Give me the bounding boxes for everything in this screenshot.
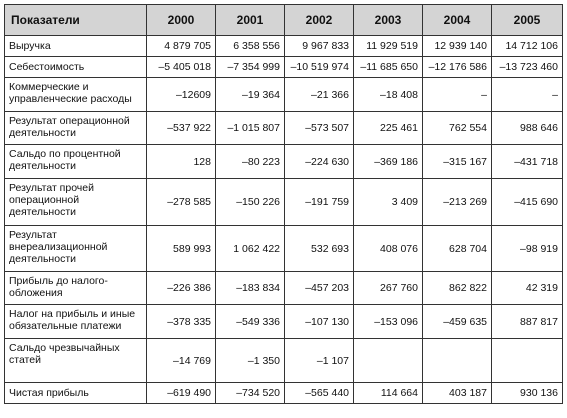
cell-value: –619 490 xyxy=(146,382,216,404)
row-label: Результат прочей операционной деятельнос… xyxy=(4,178,147,226)
cell-value: –224 630 xyxy=(284,144,354,179)
cell-value: –5 405 018 xyxy=(146,56,216,78)
cell-value: 114 664 xyxy=(353,382,423,404)
table-row: Результат внереализационной деятельности… xyxy=(4,225,563,272)
table-row: Выручка 4 879 705 6 358 556 9 967 833 11 929… xyxy=(4,35,563,57)
cell-value: –537 922 xyxy=(146,111,216,145)
cell-value: – xyxy=(422,77,492,112)
table-row: Сальдо чрезвычайных статей –14 769 –1 350–… xyxy=(4,338,563,383)
row-label: Результат внереализационной деятельности xyxy=(4,225,147,272)
cell-value: –549 336 xyxy=(215,304,285,339)
cell-value: 14 712 106 xyxy=(491,35,563,57)
cell-value: – xyxy=(491,77,563,112)
row-label: Результат операционной деятельности xyxy=(4,111,147,145)
cell-value: 408 076 xyxy=(353,225,423,272)
row-label: Выручка xyxy=(4,35,147,57)
cell-value: 3 409 xyxy=(353,178,423,226)
cell-value: –565 440 xyxy=(284,382,354,404)
cell-value: 128 xyxy=(146,144,216,179)
cell-value: 12 939 140 xyxy=(422,35,492,57)
cell-value: –13 723 460 xyxy=(491,56,563,78)
cell-value: –107 130 xyxy=(284,304,354,339)
cell-value: 267 760 xyxy=(353,271,423,305)
cell-value: –150 226 xyxy=(215,178,285,226)
cell-value: –278 585 xyxy=(146,178,216,226)
cell-value: –315 167 xyxy=(422,144,492,179)
row-label: Себестоимость xyxy=(4,56,147,78)
cell-value: 887 817 xyxy=(491,304,563,339)
cell-value: –153 096 xyxy=(353,304,423,339)
cell-value: –213 269 xyxy=(422,178,492,226)
header-cell: 2004 xyxy=(422,4,492,36)
table-row: Результат прочей операционной деятельнос… xyxy=(4,178,563,226)
cell-value: –19 364 xyxy=(215,77,285,112)
cell-value: –98 919 xyxy=(491,225,563,272)
cell-value: 862 822 xyxy=(422,271,492,305)
cell-value: 4 879 705 xyxy=(146,35,216,57)
row-label: Сальдо по процентной деятельности xyxy=(4,144,147,179)
cell-value: 532 693 xyxy=(284,225,354,272)
header-cell: Показатели xyxy=(4,4,147,36)
cell-value: –369 186 xyxy=(353,144,423,179)
cell-value: –18 408 xyxy=(353,77,423,112)
cell-value: –183 834 xyxy=(215,271,285,305)
cell-value: –431 718 xyxy=(491,144,563,179)
cell-value: –734 520 xyxy=(215,382,285,404)
header-cell: 2001 xyxy=(215,4,285,36)
cell-value: –457 203 xyxy=(284,271,354,305)
table-row: Сальдо по процентной деятельности 128 –80 … xyxy=(4,144,563,179)
cell-value: –378 335 xyxy=(146,304,216,339)
cell-value: –226 386 xyxy=(146,271,216,305)
cell-value: –1 015 807 xyxy=(215,111,285,145)
cell-value: 930 136 xyxy=(491,382,563,404)
cell-value: –459 635 xyxy=(422,304,492,339)
header-cell: 2005 xyxy=(491,4,563,36)
cell-value: –1 350 xyxy=(215,338,285,383)
header-cell: 2003 xyxy=(353,4,423,36)
cell-value: 589 993 xyxy=(146,225,216,272)
cell-value: –573 507 xyxy=(284,111,354,145)
cell-value: –21 366 xyxy=(284,77,354,112)
cell-value: 225 461 xyxy=(353,111,423,145)
cell-value: –14 769 xyxy=(146,338,216,383)
cell-value: –7 354 999 xyxy=(215,56,285,78)
cell-value: –415 690 xyxy=(491,178,563,226)
cell-value: 6 358 556 xyxy=(215,35,285,57)
cell-value: –11 685 650 xyxy=(353,56,423,78)
table-row: Результат операционной деятельности –537 … xyxy=(4,111,563,145)
table-row: Коммерческие и управленческие расходы –12… xyxy=(4,77,563,112)
cell-value: 988 646 xyxy=(491,111,563,145)
row-label: Чистая прибыль xyxy=(4,382,147,404)
cell-value xyxy=(491,338,563,383)
table-row: Себестоимость –5 405 018 –7 354 999 –10 519… xyxy=(4,56,563,78)
table-row: Налог на прибыль и иные обязательные пла… xyxy=(4,304,563,339)
cell-value: 762 554 xyxy=(422,111,492,145)
data-table: Показатели 2000 2001 2002 2003 2004 2005 Выруч… xyxy=(4,4,563,404)
cell-value: –80 223 xyxy=(215,144,285,179)
cell-value: –191 759 xyxy=(284,178,354,226)
cell-value: –12 176 586 xyxy=(422,56,492,78)
cell-value xyxy=(422,338,492,383)
header-cell: 2000 xyxy=(146,4,216,36)
cell-value: –1 107 xyxy=(284,338,354,383)
cell-value: 42 319 xyxy=(491,271,563,305)
cell-value: –10 519 974 xyxy=(284,56,354,78)
cell-value: 403 187 xyxy=(422,382,492,404)
cell-value: –12609 xyxy=(146,77,216,112)
row-label: Сальдо чрезвычайных статей xyxy=(4,338,147,383)
cell-value: 11 929 519 xyxy=(353,35,423,57)
row-label: Прибыль до налого-обложения xyxy=(4,271,147,305)
row-label: Налог на прибыль и иные обязательные пла… xyxy=(4,304,147,339)
cell-value xyxy=(353,338,423,383)
row-label: Коммерческие и управленческие расходы xyxy=(4,77,147,112)
cell-value: 1 062 422 xyxy=(215,225,285,272)
header-cell: 2002 xyxy=(284,4,354,36)
table-row: Чистая прибыль –619 490 –734 520 –565 440 11… xyxy=(4,382,563,404)
cell-value: 628 704 xyxy=(422,225,492,272)
header-row: Показатели 2000 2001 2002 2003 2004 2005 xyxy=(4,4,563,36)
cell-value: 9 967 833 xyxy=(284,35,354,57)
table-row: Прибыль до налого-обложения –226 386 –183 … xyxy=(4,271,563,305)
